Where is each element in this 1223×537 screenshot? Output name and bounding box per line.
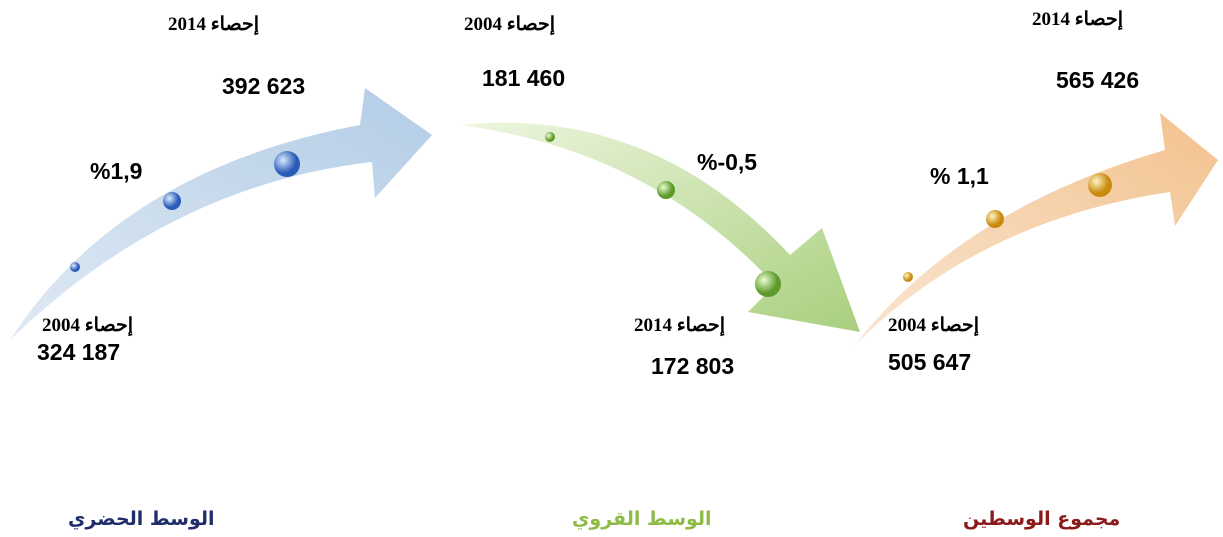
census-label: إحصاء 2004	[42, 314, 133, 337]
dot	[163, 192, 181, 210]
census-label: إحصاء 2014	[168, 13, 259, 36]
panel-name: الوسط القروي	[572, 508, 712, 530]
dot	[657, 181, 675, 199]
panel-name: الوسط الحضري	[68, 508, 215, 530]
population: 505 647	[888, 349, 971, 376]
population: 565 426	[1056, 67, 1139, 94]
growth-rate: % 1,1	[930, 163, 989, 190]
population: 324 187	[37, 339, 120, 366]
census-label: إحصاء 2004	[888, 314, 979, 337]
growth-rate: %1,9	[90, 158, 142, 185]
arrows	[0, 0, 1223, 537]
census-label: إحصاء 2004	[464, 13, 555, 36]
total-arrow	[855, 113, 1218, 345]
dot	[755, 271, 781, 297]
dot	[986, 210, 1004, 228]
dot	[545, 132, 555, 142]
infographic: إحصاء 2014 392 623 %1,9 إحصاء 2004 324 1…	[0, 0, 1223, 537]
population: 181 460	[482, 65, 565, 92]
dot	[903, 272, 913, 282]
population: 172 803	[651, 353, 734, 380]
population: 392 623	[222, 73, 305, 100]
dot	[70, 262, 80, 272]
growth-rate: %-0,5	[697, 149, 757, 176]
census-label: إحصاء 2014	[634, 314, 725, 337]
urban-arrow	[10, 88, 432, 340]
dot	[1088, 173, 1112, 197]
dot	[274, 151, 300, 177]
panel-name: مجموع الوسطين	[963, 508, 1120, 530]
rural-arrow	[460, 123, 860, 332]
census-label: إحصاء 2014	[1032, 8, 1123, 31]
